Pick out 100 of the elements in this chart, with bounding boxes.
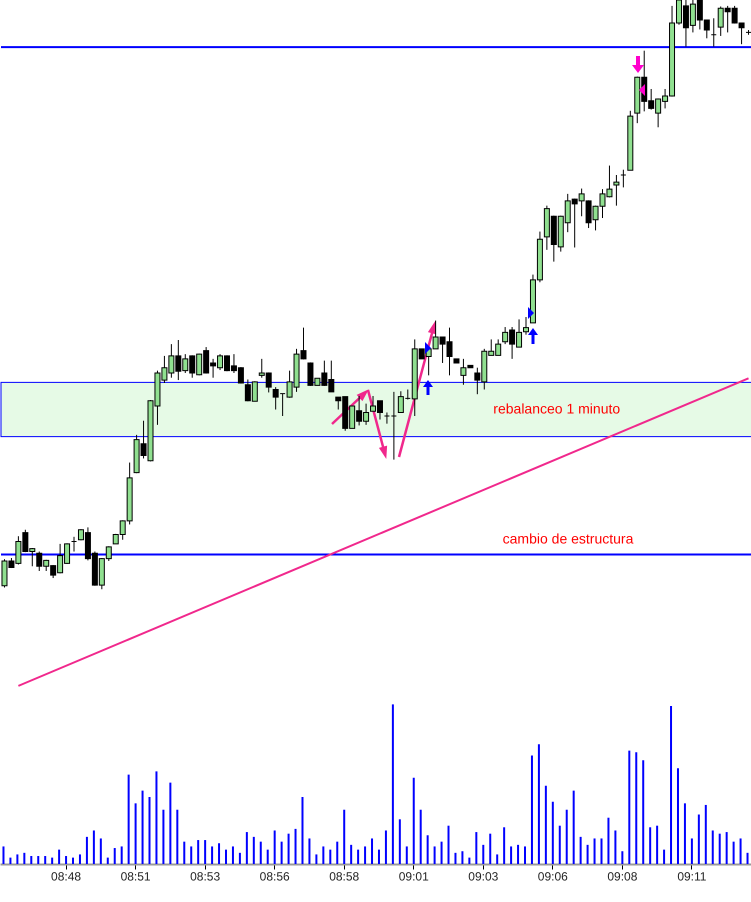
bar <box>9 858 12 864</box>
bar <box>16 854 18 864</box>
bar <box>51 858 54 864</box>
x-tick-label: 08:53 <box>190 870 220 884</box>
bar <box>538 744 540 864</box>
bar <box>558 826 561 864</box>
bar <box>489 834 492 864</box>
bar <box>37 856 40 864</box>
bar <box>740 838 742 864</box>
x-tick-label: 08:56 <box>260 870 290 884</box>
bar <box>176 810 178 864</box>
bar <box>461 851 464 864</box>
bar <box>392 704 394 864</box>
bar <box>114 848 116 864</box>
bar <box>197 840 200 864</box>
bar <box>58 850 60 864</box>
bar <box>78 854 81 864</box>
x-tick-label: 09:06 <box>538 870 568 884</box>
bar <box>420 810 422 864</box>
bar <box>530 755 533 864</box>
bar <box>378 850 380 864</box>
bar <box>482 844 484 864</box>
bar <box>148 796 151 864</box>
bar <box>100 838 102 864</box>
bar <box>642 760 644 864</box>
bar <box>649 827 652 864</box>
candlestick <box>71 536 78 552</box>
bar <box>224 850 227 864</box>
bar <box>294 828 297 864</box>
candlestick <box>620 169 626 188</box>
bar <box>712 830 714 864</box>
bar <box>628 750 630 864</box>
bar <box>315 854 318 864</box>
bar <box>684 803 686 864</box>
bar <box>120 846 123 864</box>
x-tick-label: 09:11 <box>677 870 707 884</box>
bar <box>371 838 374 864</box>
bar <box>252 836 255 864</box>
bar <box>218 843 220 864</box>
bar <box>204 840 206 864</box>
bar <box>44 856 46 864</box>
candlestick <box>390 391 397 460</box>
bar <box>698 814 700 864</box>
x-tick-label: 09:08 <box>607 870 638 884</box>
bar <box>594 838 596 864</box>
bar <box>656 826 658 864</box>
bar <box>92 830 95 864</box>
bar <box>475 832 478 864</box>
bar <box>343 810 346 864</box>
bar <box>690 838 693 864</box>
bar <box>718 834 721 864</box>
bar <box>468 858 470 864</box>
x-tick-label: 08:48 <box>51 870 82 884</box>
bar <box>614 830 616 864</box>
bar <box>510 846 512 864</box>
bar <box>30 856 32 864</box>
bar <box>260 842 262 864</box>
bar <box>406 846 408 864</box>
bar <box>274 830 276 864</box>
bar <box>544 786 547 864</box>
bar <box>266 850 269 864</box>
bar <box>412 778 415 864</box>
bar <box>128 774 130 864</box>
bar <box>726 832 728 864</box>
bar <box>517 844 520 864</box>
bar <box>23 852 26 864</box>
x-tick-label: 08:51 <box>120 870 151 884</box>
bar <box>566 810 568 864</box>
bar <box>600 838 602 864</box>
bar <box>232 846 234 864</box>
band-label: rebalanceo 1 minuto <box>493 400 620 417</box>
candlestick <box>384 412 390 424</box>
candlestick <box>613 174 620 206</box>
bar <box>142 790 144 864</box>
bar <box>72 858 74 864</box>
bar <box>670 706 672 864</box>
bar <box>288 834 290 864</box>
bar <box>440 842 443 864</box>
bar <box>211 846 214 864</box>
bar <box>607 818 610 864</box>
x-tick-label: 09:03 <box>468 870 499 884</box>
bar <box>329 850 332 864</box>
bar <box>621 851 624 864</box>
bar <box>448 826 450 864</box>
bar <box>169 782 172 864</box>
ref-line-label: cambio de estructura <box>502 530 634 546</box>
bar <box>398 819 401 864</box>
bar <box>280 842 283 864</box>
bar <box>524 846 526 864</box>
candlestick <box>710 18 717 48</box>
bar <box>106 858 109 864</box>
bar <box>301 796 304 864</box>
bar <box>704 804 707 864</box>
bar <box>454 852 456 864</box>
x-tick-label: 08:58 <box>329 870 360 884</box>
bar <box>134 803 137 864</box>
bar <box>86 836 88 864</box>
bar <box>746 852 749 864</box>
bar <box>357 850 360 864</box>
candlestick <box>523 316 530 336</box>
